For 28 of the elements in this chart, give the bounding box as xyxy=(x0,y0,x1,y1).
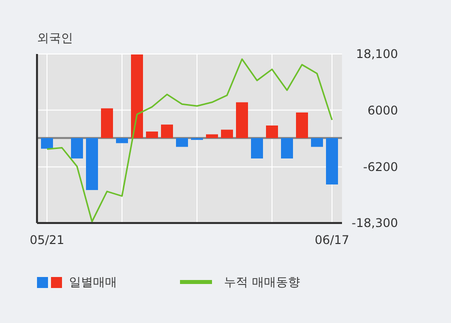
bar xyxy=(251,138,263,158)
bar xyxy=(266,126,278,138)
bar xyxy=(101,108,113,138)
bar xyxy=(116,138,128,144)
bar xyxy=(176,138,188,147)
bar xyxy=(131,54,143,138)
bar xyxy=(221,130,233,138)
bar xyxy=(41,138,53,149)
bar xyxy=(206,134,218,138)
bar xyxy=(326,138,338,184)
bar xyxy=(71,138,83,158)
legend-label: 일별매매 xyxy=(69,275,117,290)
bar xyxy=(146,132,158,138)
bar xyxy=(86,138,98,190)
legend-label: 누적 매매동향 xyxy=(224,275,300,290)
bar xyxy=(311,138,323,147)
x-tick-label: 06/17 xyxy=(314,233,350,247)
y-tick-label: 18,100 xyxy=(356,47,398,62)
bar xyxy=(161,124,173,138)
line-series xyxy=(46,58,333,222)
y-tick-label: 6000 xyxy=(367,103,398,118)
x-tick-label: 05/21 xyxy=(30,233,64,247)
chart-title: 외국인 xyxy=(37,31,73,45)
y-tick-label: -6200 xyxy=(363,160,398,174)
bar xyxy=(281,138,293,158)
y-tick-label: -18,300 xyxy=(352,216,398,230)
bar xyxy=(296,112,308,138)
bar xyxy=(236,102,248,138)
